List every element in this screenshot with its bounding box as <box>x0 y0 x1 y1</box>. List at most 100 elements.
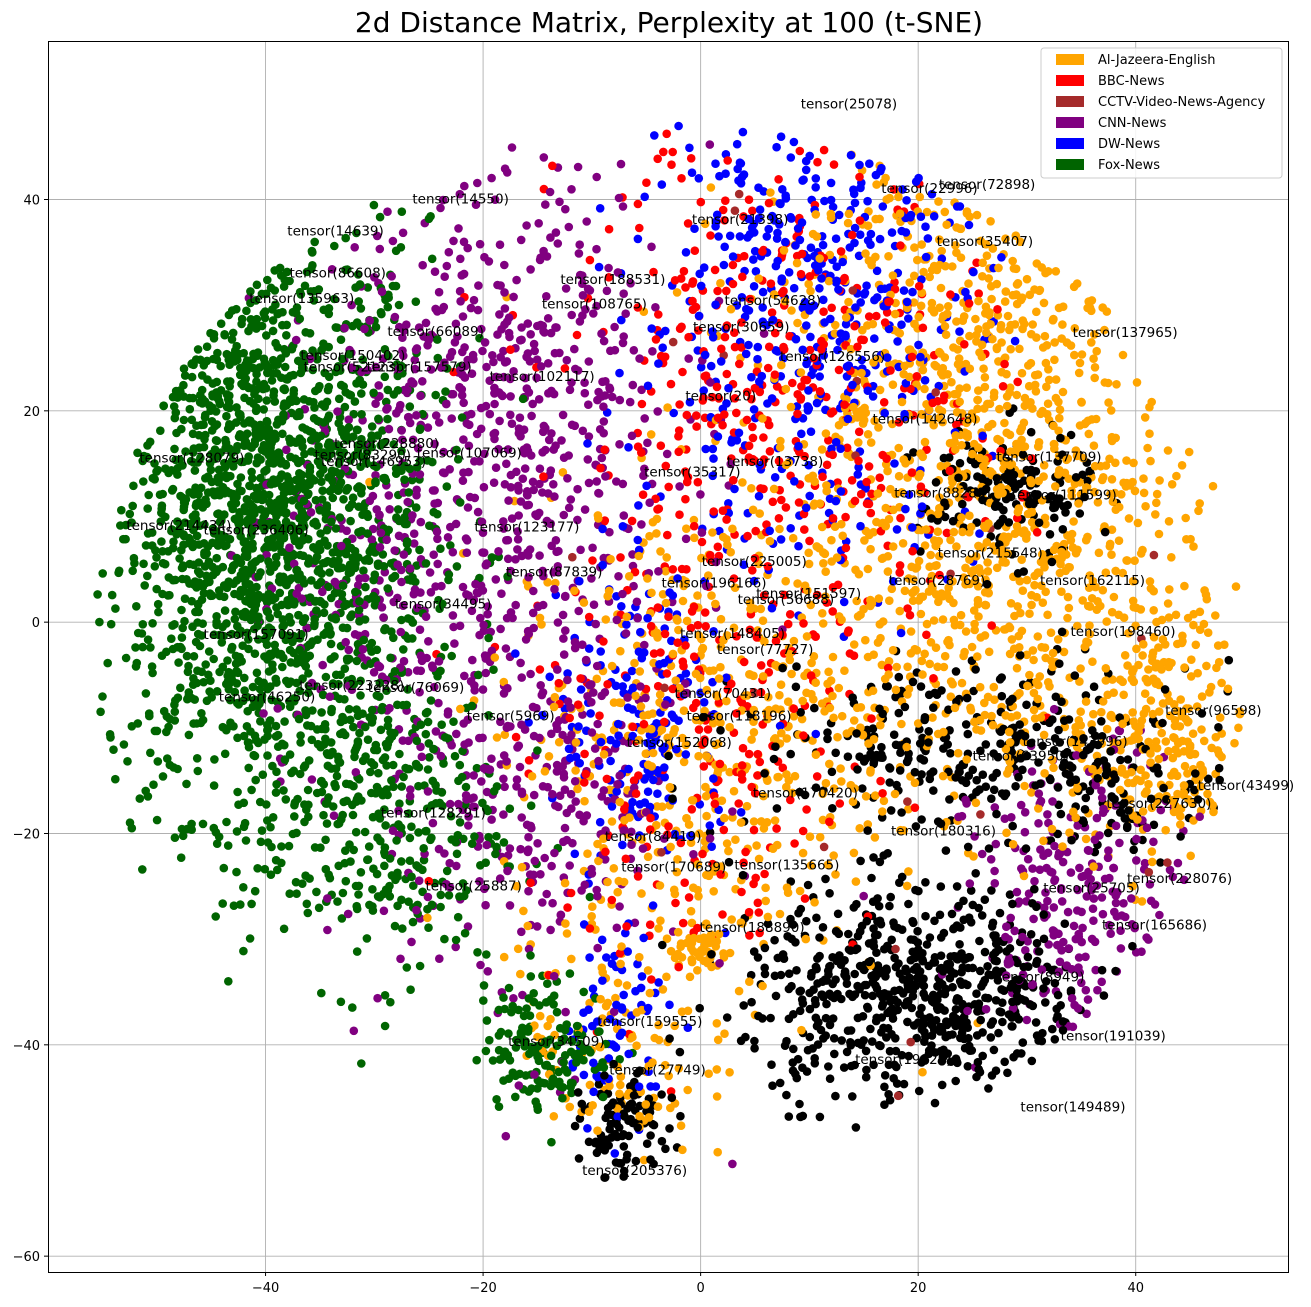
scatter-point <box>454 224 463 233</box>
scatter-point <box>396 627 406 637</box>
scatter-point <box>806 427 816 437</box>
scatter-point <box>482 787 492 797</box>
scatter-point <box>850 969 859 979</box>
scatter-point <box>483 609 493 619</box>
scatter-point <box>808 1044 817 1053</box>
scatter-point <box>1020 401 1030 411</box>
scatter-point <box>1139 474 1148 483</box>
scatter-point <box>543 314 553 323</box>
scatter-point <box>802 805 811 814</box>
scatter-point <box>986 282 996 291</box>
scatter-point <box>1007 813 1016 822</box>
scatter-point <box>812 772 822 781</box>
scatter-point <box>642 481 651 491</box>
scatter-point <box>936 461 946 471</box>
scatter-point <box>972 1031 982 1040</box>
scatter-point <box>771 991 781 1001</box>
scatter-point <box>896 513 905 523</box>
scatter-point <box>730 583 740 592</box>
scatter-point <box>607 895 617 905</box>
scatter-point <box>1077 350 1087 359</box>
scatter-point <box>989 388 999 398</box>
scatter-point <box>394 300 404 310</box>
scatter-point <box>1140 858 1150 868</box>
scatter-point <box>945 795 954 804</box>
scatter-point <box>1160 685 1170 694</box>
scatter-point <box>917 815 926 824</box>
scatter-point <box>295 686 305 696</box>
scatter-point <box>383 414 392 424</box>
scatter-point <box>594 756 603 766</box>
scatter-point <box>813 979 822 988</box>
scatter-point <box>488 1056 498 1065</box>
scatter-point <box>662 129 671 139</box>
scatter-point <box>878 807 887 816</box>
scatter-point <box>307 775 317 784</box>
scatter-point <box>699 698 709 707</box>
scatter-point <box>382 742 392 752</box>
scatter-point <box>1005 944 1015 953</box>
scatter-point <box>500 730 510 739</box>
scatter-point <box>754 491 764 501</box>
scatter-point <box>684 893 694 902</box>
scatter-point <box>526 330 535 339</box>
scatter-point <box>434 287 444 297</box>
scatter-point <box>363 735 373 744</box>
scatter-point <box>382 785 392 794</box>
scatter-point <box>1015 650 1025 660</box>
scatter-point <box>535 665 545 674</box>
scatter-point <box>775 524 784 534</box>
scatter-point <box>807 689 816 699</box>
scatter-point <box>1047 824 1057 834</box>
scatter-point <box>279 924 289 934</box>
scatter-point <box>95 617 104 627</box>
scatter-point <box>452 849 462 859</box>
scatter-point <box>516 969 525 979</box>
scatter-point <box>670 276 680 285</box>
scatter-point <box>963 1062 973 1071</box>
scatter-point <box>805 491 814 501</box>
scatter-point <box>668 649 678 659</box>
scatter-point <box>747 484 756 493</box>
scatter-point <box>868 724 878 733</box>
scatter-point <box>920 437 930 447</box>
scatter-point <box>319 810 328 820</box>
scatter-point <box>209 654 218 664</box>
scatter-point <box>767 1060 776 1069</box>
scatter-point <box>780 1041 790 1050</box>
scatter-point <box>164 468 173 478</box>
scatter-point <box>476 960 485 970</box>
scatter-point <box>796 904 806 914</box>
scatter-point <box>565 385 575 395</box>
scatter-point <box>450 751 460 761</box>
scatter-point <box>989 1045 999 1055</box>
scatter-point <box>714 674 724 683</box>
scatter-point <box>1033 632 1043 641</box>
scatter-point <box>719 260 729 270</box>
scatter-point <box>731 835 740 844</box>
scatter-point <box>792 662 801 671</box>
scatter-point <box>790 839 799 848</box>
scatter-point <box>688 305 698 315</box>
scatter-point <box>1172 471 1181 481</box>
scatter-point <box>1214 657 1224 667</box>
scatter-point <box>478 346 487 356</box>
scatter-point <box>304 812 313 822</box>
scatter-point <box>279 786 288 795</box>
scatter-point <box>282 320 292 330</box>
scatter-point <box>744 340 753 350</box>
scatter-point <box>584 400 593 410</box>
scatter-point <box>402 963 412 972</box>
scatter-point <box>730 394 740 403</box>
scatter-point <box>1049 314 1058 324</box>
scatter-point <box>784 1112 794 1121</box>
scatter-point <box>617 602 626 611</box>
scatter-point <box>504 1029 513 1038</box>
scatter-point <box>1102 307 1112 316</box>
scatter-point <box>350 397 360 406</box>
scatter-point <box>367 705 377 715</box>
scatter-point <box>251 775 260 785</box>
scatter-point <box>878 202 888 211</box>
scatter-point <box>1090 937 1100 947</box>
scatter-point <box>492 1095 501 1104</box>
